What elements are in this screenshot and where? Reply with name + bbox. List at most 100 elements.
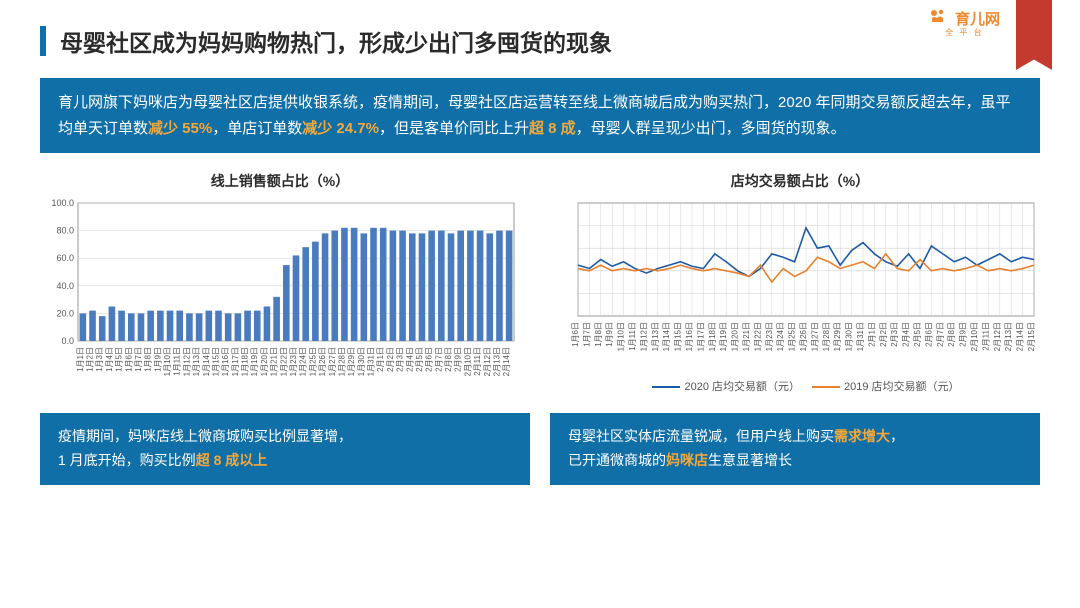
svg-text:80.0: 80.0 [56,226,74,236]
svg-text:1月16日: 1月16日 [685,322,694,351]
svg-text:1月22日: 1月22日 [279,347,288,376]
svg-text:2月7日: 2月7日 [434,347,443,372]
svg-text:1月20日: 1月20日 [731,322,740,351]
line-chart-title: 店均交易额占比（%） [560,171,1040,191]
svg-text:1月11日: 1月11日 [173,347,182,376]
svg-text:1月27日: 1月27日 [328,347,337,376]
svg-text:1月13日: 1月13日 [651,322,660,351]
footnote-left: 疫情期间，妈咪店线上微商城购买比例显著增， 1 月底开始，购买比例超 8 成以上 [40,413,530,485]
logo-icon [929,8,947,24]
svg-text:1月22日: 1月22日 [753,322,762,351]
svg-text:1月20日: 1月20日 [260,347,269,376]
svg-text:2月13日: 2月13日 [1004,322,1013,351]
svg-text:1月5日: 1月5日 [115,347,124,372]
svg-text:1月26日: 1月26日 [799,322,808,351]
svg-text:1月12日: 1月12日 [639,322,648,351]
svg-text:2月8日: 2月8日 [947,322,956,347]
svg-text:2月9日: 2月9日 [959,322,968,347]
summary-text: ，母婴人群呈现少出门，多囤货的现象。 [576,120,846,137]
svg-text:20.0: 20.0 [56,308,74,318]
footnote-text: 1 月底开始，购买比例 [58,452,196,468]
svg-text:2月10日: 2月10日 [970,322,979,351]
svg-text:2月3日: 2月3日 [396,347,405,372]
footnote-text: ， [890,428,904,444]
svg-text:2月3日: 2月3日 [890,322,899,347]
svg-text:1月6日: 1月6日 [571,322,580,347]
footnote-highlight: 需求增大 [834,428,890,444]
svg-text:2月8日: 2月8日 [444,347,453,372]
svg-text:1月1日: 1月1日 [76,347,85,372]
footnote-text: 生意显著增长 [708,452,792,468]
page-header: 母婴社区成为妈妈购物热门，形成少出门多囤货的现象 [0,0,1080,72]
svg-text:2月14日: 2月14日 [1016,322,1025,351]
svg-text:1月30日: 1月30日 [357,347,366,376]
footnote-text: 疫情期间，妈咪店线上微商城购买比例显著增， [58,428,352,444]
svg-text:1月29日: 1月29日 [347,347,356,376]
legend-swatch [812,386,840,388]
svg-text:2月12日: 2月12日 [483,347,492,376]
footnote-highlight: 妈咪店 [666,452,708,468]
legend-label: 2019 店均交易额（元） [844,381,960,393]
svg-text:2月5日: 2月5日 [913,322,922,347]
svg-text:1月28日: 1月28日 [822,322,831,351]
summary-panel: 育儿网旗下妈咪店为母婴社区店提供收银系统，疫情期间，母婴社区店运营转至线上微商城… [40,78,1040,153]
svg-text:1月17日: 1月17日 [231,347,240,376]
svg-text:1月30日: 1月30日 [845,322,854,351]
bar-chart-box: 线上销售额占比（%） 0.020.040.060.080.0100.01月1日1… [40,163,520,399]
legend-label: 2020 店均交易额（元） [684,381,800,393]
svg-text:1月15日: 1月15日 [674,322,683,351]
svg-text:1月2日: 1月2日 [86,347,95,372]
svg-text:1月21日: 1月21日 [270,347,279,376]
svg-text:1月23日: 1月23日 [765,322,774,351]
footnote-highlight: 超 8 成以上 [196,452,268,468]
corner-ribbon [1016,0,1052,70]
svg-text:1月4日: 1月4日 [105,347,114,372]
svg-text:1月9日: 1月9日 [153,347,162,372]
svg-text:1月8日: 1月8日 [594,322,603,347]
svg-text:2月13日: 2月13日 [492,347,501,376]
svg-text:1月18日: 1月18日 [708,322,717,351]
svg-text:1月25日: 1月25日 [788,322,797,351]
svg-text:100.0: 100.0 [51,199,74,208]
svg-text:1月7日: 1月7日 [134,347,143,372]
svg-text:2月2日: 2月2日 [386,347,395,372]
legend-swatch [652,386,680,388]
svg-text:2月10日: 2月10日 [463,347,472,376]
svg-text:2月15日: 2月15日 [1027,322,1036,351]
svg-text:1月24日: 1月24日 [299,347,308,376]
line-chart-legend: 2020 店均交易额（元） 2019 店均交易额（元） [560,378,1040,394]
svg-text:2月7日: 2月7日 [936,322,945,347]
svg-text:2月11日: 2月11日 [981,322,990,351]
svg-text:1月31日: 1月31日 [856,322,865,351]
svg-text:2月9日: 2月9日 [454,347,463,372]
summary-highlight-1: 减少 55% [148,120,212,137]
logo-text: 育儿网 [955,11,1000,28]
svg-text:1月10日: 1月10日 [163,347,172,376]
svg-text:1月11日: 1月11日 [628,322,637,351]
svg-text:1月13日: 1月13日 [192,347,201,376]
charts-row: 线上销售额占比（%） 0.020.040.060.080.0100.01月1日1… [0,153,1080,399]
svg-text:2月4日: 2月4日 [902,322,911,347]
svg-text:2月14日: 2月14日 [502,347,511,376]
page-title: 母婴社区成为妈妈购物热门，形成少出门多囤货的现象 [60,24,612,58]
svg-text:1月31日: 1月31日 [367,347,376,376]
svg-text:1月10日: 1月10日 [617,322,626,351]
bar-chart: 0.020.040.060.080.0100.01月1日1月2日1月3日1月4日… [40,199,520,399]
svg-text:1月9日: 1月9日 [605,322,614,347]
svg-text:1月26日: 1月26日 [318,347,327,376]
svg-text:0.0: 0.0 [61,336,74,346]
svg-text:1月24日: 1月24日 [776,322,785,351]
svg-text:2月4日: 2月4日 [405,347,414,372]
svg-text:1月29日: 1月29日 [833,322,842,351]
svg-text:1月25日: 1月25日 [308,347,317,376]
svg-text:1月6日: 1月6日 [124,347,133,372]
svg-text:1月18日: 1月18日 [241,347,250,376]
footnote-row: 疫情期间，妈咪店线上微商城购买比例显著增， 1 月底开始，购买比例超 8 成以上… [0,399,1080,485]
svg-text:2月12日: 2月12日 [993,322,1002,351]
svg-text:1月21日: 1月21日 [742,322,751,351]
svg-text:2月11日: 2月11日 [473,347,482,376]
footnote-text: 已开通微商城的 [568,452,666,468]
summary-highlight-2: 减少 24.7% [302,120,379,137]
summary-highlight-3: 超 8 成 [529,120,576,137]
svg-text:1月19日: 1月19日 [250,347,259,376]
